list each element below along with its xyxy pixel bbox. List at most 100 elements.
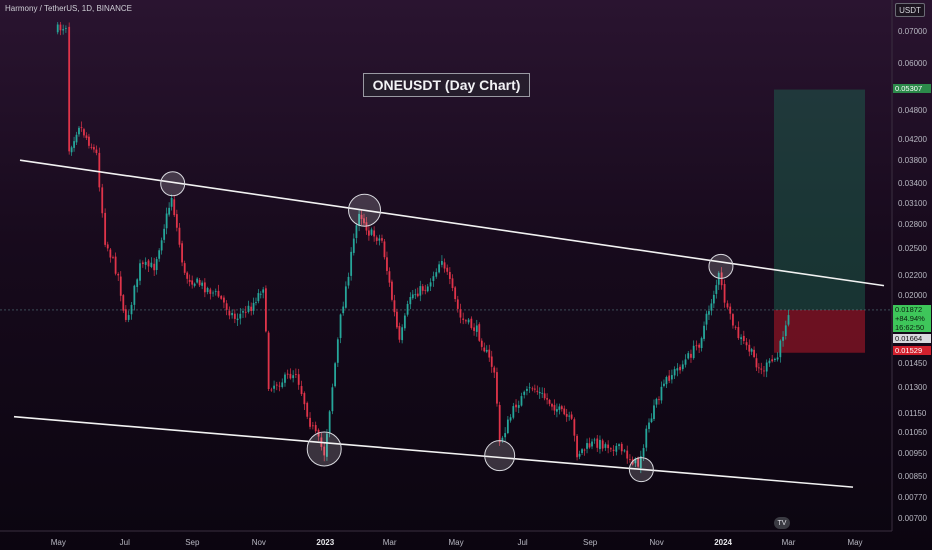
candle-body [475,325,478,332]
candle-body [119,276,122,296]
candle-body [670,375,673,380]
candle-body [663,383,665,386]
candle-body [586,443,588,449]
candle-body [715,285,718,294]
candle-body [528,387,531,389]
candle-body [710,303,713,311]
candle-body [339,314,342,338]
candle-body [563,408,566,415]
candle-body [599,439,601,450]
candle-body [512,406,515,418]
candle-body [311,425,314,427]
candle-body [676,368,679,371]
candle-body [186,272,189,279]
candle-body [242,311,244,313]
price-axis-label: 0.00700 [898,513,927,523]
candle-body [212,292,214,294]
candle-body [473,327,475,331]
candle-body [583,449,586,451]
candle-body [109,249,112,258]
candle-body [403,315,406,329]
candle-body [782,336,784,341]
price-axis-label: 0.01300 [898,382,927,392]
candle-body [515,404,517,408]
target-price-tag: 0.05307 [893,84,931,93]
candle-body [771,359,774,362]
candle-body [198,279,201,286]
candle-body [163,228,166,240]
touch-point-circle [306,431,342,467]
candle-body [665,377,668,385]
candle-body [88,136,90,146]
candle-body [673,369,676,376]
candle-body [127,315,130,320]
candle-body [446,267,449,272]
candle-body [101,187,104,214]
candle-body [443,262,446,269]
candle-body [257,293,260,302]
candle-body [501,437,504,442]
candle-body [467,319,470,323]
price-axis-label: 0.04200 [898,134,927,144]
candle-body [358,213,360,226]
candle-body [62,29,65,31]
candle-body [596,438,599,448]
candle-body [160,240,163,251]
candle-body [155,259,158,270]
touch-point-circle [348,193,382,227]
candle-body [687,353,690,359]
candle-body [429,282,432,287]
candle-body [763,370,765,372]
candle-body [203,282,206,293]
trendline-upper [19,159,885,287]
candle-body [334,363,337,387]
candle-body [273,385,275,389]
candle-body [297,374,300,385]
candle-body [83,129,85,136]
candle-body [73,141,75,148]
candle-body [626,450,629,459]
candle-body [653,405,655,419]
candle-body [223,297,225,303]
candle-body [196,278,199,283]
candle-body [745,342,748,346]
candle-body [637,457,640,467]
candle-body [233,313,236,319]
candle-body [538,392,541,394]
candle-body [344,286,347,308]
candle-body [705,313,708,325]
candle-body [401,327,404,341]
candle-body [660,386,663,401]
candle-body [551,403,553,407]
price-axis-label: 0.02000 [898,291,927,301]
candle-body [201,282,204,286]
candle-body [655,398,658,405]
candle-body [623,450,626,452]
candle-body [531,388,534,390]
candle-body [95,149,98,154]
candle-body [604,444,607,448]
candle-body [106,244,109,249]
candle-body [543,393,546,399]
candle-body [328,411,331,433]
candle-body [509,417,512,421]
candle-body [300,386,303,395]
candle-body [375,237,378,241]
candle-body [355,225,358,238]
candle-body [170,198,173,207]
currency-button[interactable]: USDT [895,3,925,17]
candle-body [668,375,671,381]
touch-point-circle [484,440,516,472]
candle-body [448,271,451,279]
candle-body [206,288,209,293]
candle-body [104,212,107,245]
candle-body [98,152,101,188]
candle-body [726,303,729,308]
candle-body [498,405,501,443]
candle-body [56,24,59,33]
tradingview-logo[interactable]: TV [774,517,790,529]
candle-body [779,340,782,358]
candle-body [576,435,578,458]
price-axis-label: 0.00770 [898,493,927,503]
